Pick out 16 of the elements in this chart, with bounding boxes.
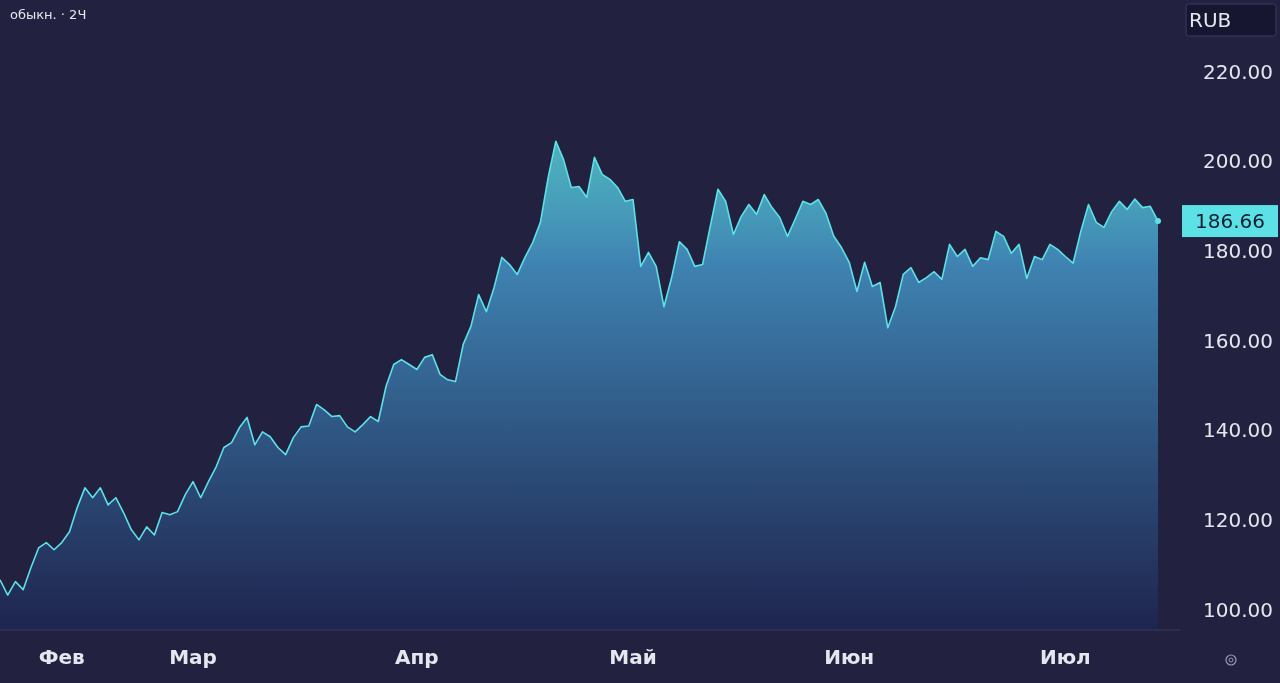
text: 186.66 xyxy=(1195,209,1265,234)
x-tick-label: Июн xyxy=(824,645,875,669)
y-tick-label: 220.00 xyxy=(1203,59,1273,84)
y-tick-label: 100.00 xyxy=(1203,597,1273,622)
y-tick-label: 180.00 xyxy=(1203,239,1273,264)
x-tick-label: Мар xyxy=(169,645,217,669)
x-tick-label: Май xyxy=(609,645,657,669)
text: RUB xyxy=(1189,8,1232,32)
y-tick-label: 160.00 xyxy=(1203,328,1273,353)
text: обыкн. · 2Ч xyxy=(10,6,87,22)
x-tick-label: Июл xyxy=(1039,645,1091,669)
y-tick-label: 120.00 xyxy=(1203,508,1273,533)
x-tick-label: Фев xyxy=(38,645,85,669)
y-tick-label: 200.00 xyxy=(1203,149,1273,174)
x-tick-label: Апр xyxy=(395,645,439,669)
y-tick-label: 140.00 xyxy=(1203,418,1273,443)
